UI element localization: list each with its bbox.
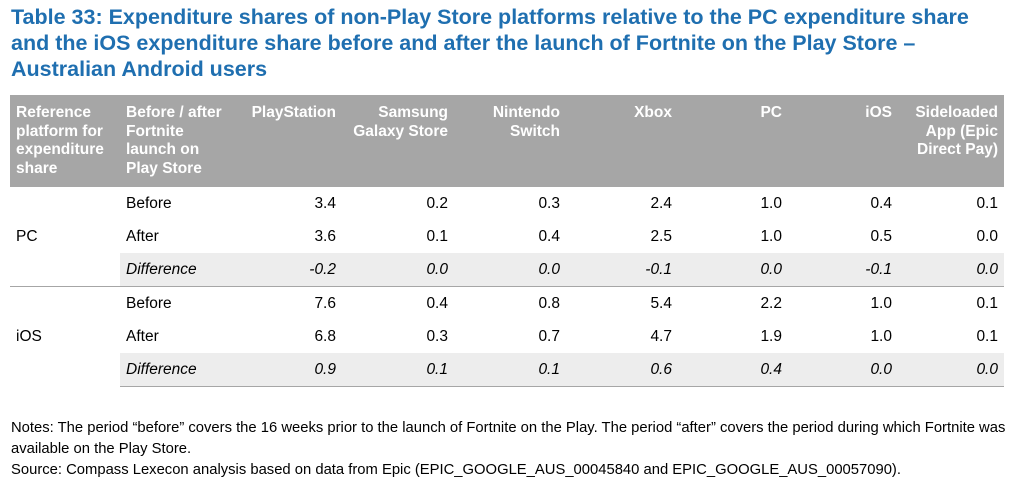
table-cell: 0.1	[342, 353, 454, 387]
table-cell: 0.4	[538, 227, 560, 245]
table-cell: 0.2	[426, 194, 448, 212]
table-cell: 0.1	[898, 286, 1004, 320]
table-cell: 0.3	[538, 194, 560, 212]
table-cell: 0.3	[426, 327, 448, 345]
table-cell: 2.5	[650, 227, 672, 245]
table-row: PC Before 3.4 0.2 0.3 2.4 1.0 0.4 0.1	[10, 187, 1004, 245]
column-header-before-after: Before / after Fortnite launch on Play S…	[120, 95, 240, 187]
column-header-nintendo-switch: Nintendo Switch	[454, 95, 566, 187]
table-cell: 1.0	[760, 194, 782, 212]
row-label: Difference	[120, 253, 240, 287]
table-notes: Notes: The period “before” covers the 16…	[11, 418, 1011, 481]
table-row: iOS Before 7.6 0.4 0.8 5.4 2.2 1.0 0.1	[10, 286, 1004, 387]
table-cell: 0.0	[454, 253, 566, 287]
table-cell: 0.0	[342, 253, 454, 287]
table-cell: 1.0	[788, 286, 898, 320]
row-label: After	[126, 327, 159, 345]
column-header-ios: iOS	[788, 95, 898, 187]
source-text: Source: Compass Lexecon analysis based o…	[11, 462, 901, 478]
table-cell: 0.8	[454, 286, 566, 320]
row-label: After	[126, 227, 159, 245]
table-cell: 0.9	[240, 353, 342, 387]
table-row: After 3.6 0.1 0.4 2.5 1.0 0.5 0.0	[10, 220, 1004, 253]
difference-row: Difference 0.9 0.1 0.1 0.6 0.4 0.0 0.0	[10, 353, 1004, 387]
table-cell: 0.7	[538, 327, 560, 345]
table-cell: 0.6	[566, 353, 678, 387]
table-cell: -0.1	[566, 253, 678, 287]
table-cell: 0.4	[678, 353, 788, 387]
table-cell: 7.6	[240, 286, 342, 320]
table-cell: 0.0	[788, 353, 898, 387]
header-row: Reference platform for expenditure share…	[10, 95, 1004, 187]
table-title: Table 33: Expenditure shares of non-Play…	[11, 5, 969, 81]
table-cell: 0.1	[426, 227, 448, 245]
expenditure-share-table: Reference platform for expenditure share…	[10, 95, 1004, 387]
table-cell: 0.1	[454, 353, 566, 387]
difference-row: Difference -0.2 0.0 0.0 -0.1 0.0 -0.1 0.…	[10, 253, 1004, 287]
column-header-xbox: Xbox	[566, 95, 678, 187]
table-cell: 1.9	[760, 327, 782, 345]
table-cell: -0.1	[788, 253, 898, 287]
table-cell: 0.0	[898, 353, 1004, 387]
table-cell: 0.4	[870, 194, 892, 212]
table-cell: 0.0	[976, 227, 998, 245]
table-row: After 6.8 0.3 0.7 4.7 1.9 1.0 0.1	[10, 320, 1004, 353]
row-label: Before	[126, 194, 172, 212]
table-cell: 5.4	[566, 286, 678, 320]
table-cell: 1.0	[760, 227, 782, 245]
table-cell: 1.0	[870, 327, 892, 345]
column-header-pc: PC	[678, 95, 788, 187]
group-label-ios: iOS	[10, 286, 120, 387]
table-cell: 0.1	[976, 194, 998, 212]
column-header-samsung-galaxy-store: Samsung Galaxy Store	[342, 95, 454, 187]
table-cell: 0.0	[678, 253, 788, 287]
table-cell: 2.4	[650, 194, 672, 212]
column-header-sideloaded-app: Sideloaded App (Epic Direct Pay)	[898, 95, 1004, 187]
table-cell: 6.8	[314, 327, 336, 345]
table-cell: 3.4	[314, 194, 336, 212]
table-cell: 0.4	[342, 286, 454, 320]
group-label-pc: PC	[16, 227, 38, 245]
table-cell: -0.2	[240, 253, 342, 287]
row-label: Before	[120, 286, 240, 320]
table-cell: 0.1	[976, 327, 998, 345]
row-label: Difference	[120, 353, 240, 387]
notes-text: Notes: The period “before” covers the 16…	[11, 420, 1006, 457]
table-cell: 0.5	[870, 227, 892, 245]
column-header-reference-platform: Reference platform for expenditure share	[10, 95, 120, 187]
table-cell: 3.6	[314, 227, 336, 245]
table-cell: 2.2	[678, 286, 788, 320]
table-cell: 4.7	[650, 327, 672, 345]
table-cell: 0.0	[898, 253, 1004, 287]
column-header-playstation: PlayStation	[240, 95, 342, 187]
